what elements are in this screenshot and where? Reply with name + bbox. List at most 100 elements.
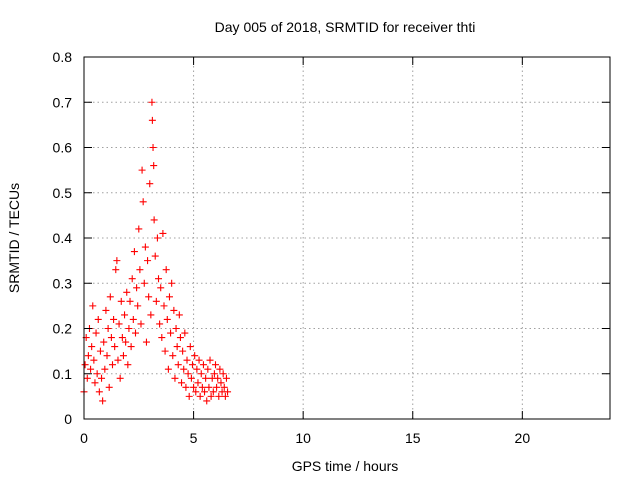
- data-point: [222, 374, 230, 382]
- data-point: [115, 320, 123, 328]
- axis-ticks: [83, 56, 610, 420]
- data-point: [179, 347, 187, 355]
- data-point: [118, 334, 126, 342]
- data-point: [182, 383, 190, 391]
- data-point: [96, 347, 104, 355]
- data-point: [197, 370, 205, 378]
- data-point: [159, 229, 167, 237]
- data-point: [205, 383, 213, 391]
- data-point: [136, 266, 144, 274]
- x-tick-labels: 0 5 10 15 20: [80, 430, 530, 446]
- data-point: [148, 98, 156, 106]
- data-point: [165, 293, 173, 301]
- data-point: [107, 334, 115, 342]
- data-point: [194, 379, 202, 387]
- data-point: [138, 166, 146, 174]
- data-point: [88, 343, 96, 351]
- data-point: [140, 279, 148, 287]
- data-point: [139, 198, 147, 206]
- data-point: [204, 365, 212, 373]
- data-point: [117, 297, 125, 305]
- data-point: [153, 234, 161, 242]
- data-point: [163, 315, 171, 323]
- y-tick-label: 0.1: [53, 366, 73, 382]
- data-point: [134, 302, 142, 310]
- data-point: [137, 320, 145, 328]
- data-point: [184, 370, 192, 378]
- data-point: [174, 361, 182, 369]
- y-tick-label: 0.3: [53, 275, 73, 291]
- data-point: [178, 379, 186, 387]
- data-point: [201, 388, 209, 396]
- data-point: [129, 315, 137, 323]
- data-point: [113, 257, 121, 265]
- data-point: [127, 343, 135, 351]
- x-axis-title: GPS time / hours: [292, 458, 399, 474]
- data-point: [103, 352, 111, 360]
- data-point: [146, 180, 154, 188]
- data-point: [92, 329, 100, 337]
- data-point: [106, 293, 114, 301]
- data-point: [168, 279, 176, 287]
- data-point: [212, 361, 219, 369]
- data-point: [89, 302, 97, 310]
- data-point: [105, 383, 113, 391]
- data-point: [214, 374, 222, 382]
- data-point: [114, 356, 122, 364]
- x-tick-label: 5: [190, 430, 198, 446]
- data-point: [190, 383, 198, 391]
- data-point: [175, 311, 183, 319]
- data-point: [108, 361, 116, 369]
- y-tick-label: 0.7: [53, 94, 73, 110]
- data-point: [221, 392, 229, 400]
- data-point: [122, 338, 130, 346]
- data-point: [202, 374, 210, 382]
- data-point: [121, 311, 129, 319]
- data-point: [161, 347, 169, 355]
- data-point: [141, 243, 149, 251]
- data-point: [224, 388, 232, 396]
- data-point: [142, 338, 150, 346]
- data-point: [183, 356, 191, 364]
- data-point: [90, 356, 98, 364]
- data-point: [217, 379, 225, 387]
- data-points: [80, 98, 232, 405]
- data-point: [130, 248, 138, 256]
- data-point: [209, 388, 217, 396]
- data-point: [195, 356, 203, 364]
- y-tick-label: 0.2: [53, 321, 73, 337]
- data-point: [219, 370, 227, 378]
- y-tick-labels: 0 0.1 0.2 0.3 0.4 0.5 0.6 0.7 0.8: [53, 49, 73, 427]
- data-point: [193, 365, 201, 373]
- data-point: [110, 315, 118, 323]
- data-point: [158, 334, 166, 342]
- y-tick-label: 0.4: [53, 230, 73, 246]
- data-point: [144, 257, 152, 265]
- data-point: [169, 352, 177, 360]
- x-tick-label: 15: [405, 430, 421, 446]
- y-tick-label: 0.6: [53, 140, 73, 156]
- data-point: [156, 320, 164, 328]
- data-point: [83, 374, 91, 382]
- data-point: [167, 329, 175, 337]
- data-point: [98, 374, 106, 382]
- data-point: [119, 352, 127, 360]
- data-point: [187, 374, 195, 382]
- data-point: [94, 315, 102, 323]
- data-point: [95, 388, 103, 396]
- data-point: [180, 365, 188, 373]
- data-point: [145, 293, 153, 301]
- y-axis-title: SRMTID / TECUs: [6, 183, 22, 293]
- data-point: [104, 325, 112, 332]
- data-point: [150, 162, 158, 170]
- y-tick-label: 0.8: [53, 49, 73, 65]
- data-point: [128, 275, 136, 283]
- data-point: [186, 343, 194, 351]
- data-point: [216, 365, 224, 373]
- data-point: [93, 370, 101, 378]
- data-point: [133, 284, 141, 292]
- data-point: [181, 329, 189, 337]
- data-point: [170, 306, 178, 314]
- data-point: [100, 338, 108, 346]
